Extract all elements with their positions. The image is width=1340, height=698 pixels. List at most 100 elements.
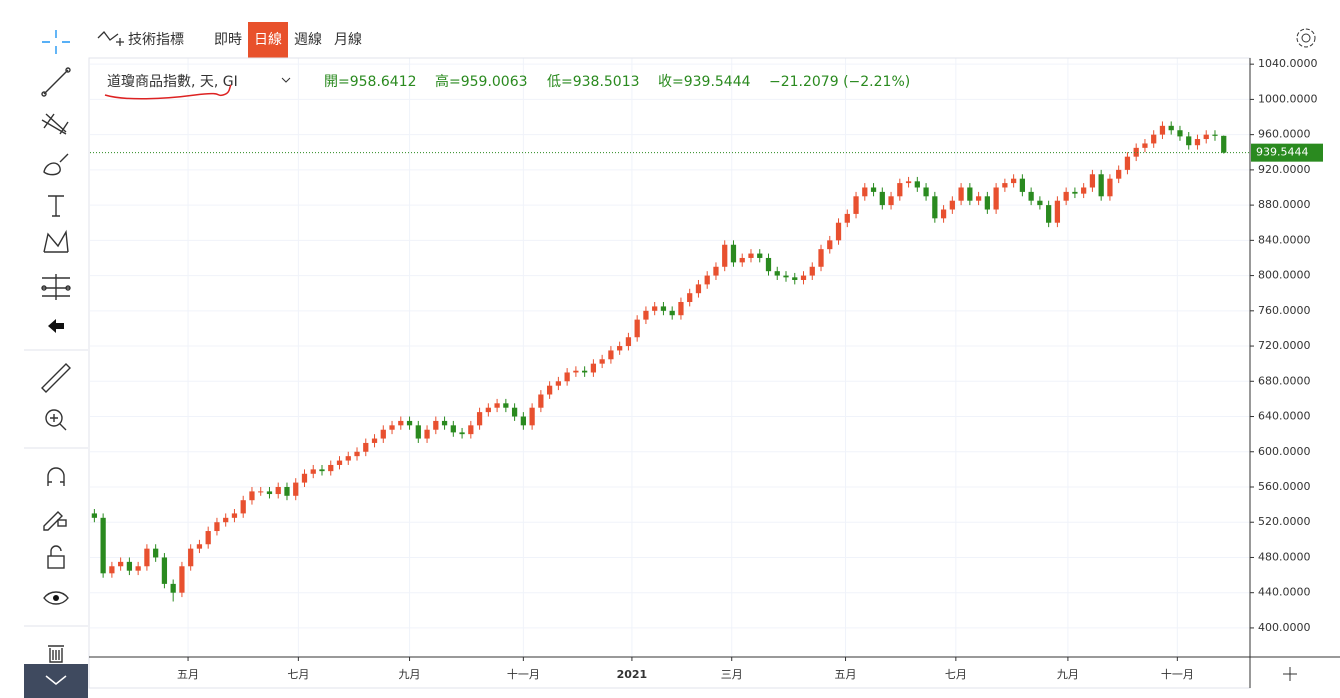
candle-body xyxy=(546,385,553,395)
legend-open: 開=958.6412 xyxy=(324,74,417,90)
candle-body xyxy=(1116,169,1122,179)
candle-body xyxy=(1221,135,1227,153)
candle-body xyxy=(975,196,982,201)
y-tick-label: 600.0000 xyxy=(1258,445,1311,458)
back-icon[interactable] xyxy=(48,319,64,333)
candle-body xyxy=(1046,205,1052,223)
legend-low: 低=938.5013 xyxy=(547,74,640,90)
candle-body xyxy=(914,181,920,188)
candle-body xyxy=(739,257,745,263)
pattern-tool[interactable] xyxy=(43,229,69,253)
candle-body xyxy=(161,557,168,584)
candle-body xyxy=(293,482,299,496)
brush-tool[interactable] xyxy=(43,153,69,176)
measure-tool[interactable] xyxy=(41,274,71,300)
candle-body xyxy=(214,522,220,532)
axis-settings-icon[interactable] xyxy=(1283,667,1297,681)
y-tick-label: 400.0000 xyxy=(1258,621,1311,634)
indicators-button[interactable]: 技術指標 xyxy=(128,32,184,48)
zoom-tool[interactable] xyxy=(45,409,67,431)
candle-body xyxy=(809,266,815,276)
interval-button[interactable]: 日線 xyxy=(248,22,288,58)
candle-body xyxy=(380,429,386,439)
candle-body xyxy=(118,561,124,567)
ruler-tool[interactable] xyxy=(41,363,71,393)
lock-draw-tool[interactable] xyxy=(43,511,67,531)
candle-body xyxy=(905,181,912,184)
candle-body xyxy=(196,544,203,549)
drawing-toolbar xyxy=(24,30,88,698)
candle-body xyxy=(695,284,702,294)
y-tick-label: 520.0000 xyxy=(1258,515,1311,528)
settings-icon[interactable] xyxy=(1294,26,1318,50)
candle-body xyxy=(468,425,474,435)
x-tick-label: 五月 xyxy=(177,668,199,681)
candle-body xyxy=(223,517,229,523)
candle-body xyxy=(258,491,264,493)
x-tick-label: 2021 xyxy=(617,668,648,681)
candle-body xyxy=(599,359,605,364)
candle-body xyxy=(1098,174,1104,197)
candle-body xyxy=(1028,191,1034,201)
candle-body xyxy=(660,306,667,311)
candle-body xyxy=(485,407,491,413)
candle-body xyxy=(1107,178,1113,197)
candle-body xyxy=(1089,174,1096,188)
candle-body xyxy=(310,469,316,474)
candle-body xyxy=(669,310,675,316)
candle-body xyxy=(1037,200,1043,206)
collapse-button[interactable] xyxy=(24,664,88,698)
interval-button[interactable]: 月線 xyxy=(334,32,362,48)
symbol-title[interactable]: 道瓊商品指數, 天, GI xyxy=(107,74,238,90)
candle-body xyxy=(240,500,246,514)
candle-body xyxy=(1151,134,1157,144)
magnet-tool[interactable] xyxy=(47,467,65,486)
candle-body xyxy=(827,240,833,250)
candle-body xyxy=(923,187,929,197)
crosshair-tool[interactable] xyxy=(42,30,70,54)
x-tick-label: 十一月 xyxy=(1161,667,1194,681)
visibility-tool[interactable] xyxy=(43,591,69,605)
candle-body xyxy=(564,372,570,382)
candle-body xyxy=(625,337,632,347)
line-tool[interactable] xyxy=(41,67,71,97)
fib-tool[interactable] xyxy=(41,113,69,135)
interval-button[interactable]: 即時 xyxy=(214,32,242,48)
candle-body xyxy=(582,370,588,373)
candle-body xyxy=(398,420,404,426)
interval-button[interactable]: 週線 xyxy=(294,32,322,48)
candle-body xyxy=(354,451,360,457)
dropdown-icon[interactable] xyxy=(281,77,291,83)
candle-body xyxy=(1142,143,1148,148)
delete-tool[interactable] xyxy=(48,645,64,663)
y-tick-label: 680.0000 xyxy=(1258,374,1311,387)
candle-body xyxy=(1168,125,1174,131)
candle-body xyxy=(792,277,798,280)
x-tick-label: 九月 xyxy=(399,668,421,681)
candle-body xyxy=(144,548,150,567)
y-tick-label: 640.0000 xyxy=(1258,410,1311,423)
candle-body xyxy=(844,213,850,223)
candle-body xyxy=(459,432,465,435)
candle-body xyxy=(652,306,658,311)
unlock-tool[interactable] xyxy=(47,545,65,569)
candle-body xyxy=(800,275,807,280)
candle-body xyxy=(993,187,999,210)
candle-body xyxy=(722,244,728,267)
candle-body xyxy=(135,566,141,571)
candle-body xyxy=(888,196,894,206)
indicator-icon[interactable] xyxy=(96,28,126,48)
candle-body xyxy=(984,196,990,210)
candle-body xyxy=(949,200,955,210)
text-tool[interactable] xyxy=(48,195,64,217)
candle-body xyxy=(389,425,395,430)
candle-body xyxy=(1186,136,1192,146)
candle-body xyxy=(153,548,159,558)
candle-body xyxy=(1002,183,1008,188)
candle-body xyxy=(441,420,448,426)
candle-body xyxy=(170,583,176,593)
candle-body xyxy=(1072,191,1078,194)
candle-body xyxy=(345,456,351,461)
candle-body xyxy=(415,425,421,439)
